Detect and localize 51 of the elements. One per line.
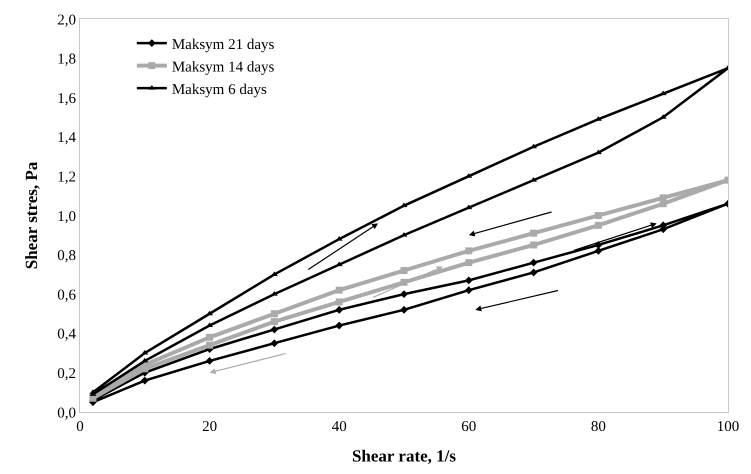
x-tick-label: 80: [590, 419, 606, 435]
point: [270, 326, 278, 334]
y-tick-label: 0,8: [57, 248, 76, 264]
point: [400, 290, 408, 298]
point: [140, 376, 149, 384]
point: [530, 258, 538, 267]
point: [335, 306, 344, 314]
y-axis-title: Shear stres, Pa: [22, 161, 41, 270]
point: [594, 246, 602, 255]
point: [594, 222, 602, 229]
point: [336, 298, 343, 306]
point: [206, 334, 214, 341]
x-tick-label: 100: [716, 419, 740, 435]
point: [400, 306, 408, 314]
y-tick-label: 2,0: [57, 12, 76, 28]
y-tick-label: 1,6: [57, 90, 76, 107]
y-tick-label: 0,2: [57, 366, 76, 382]
x-axis-title: Shear rate, 1/s: [352, 446, 456, 466]
point: [594, 212, 602, 219]
x-tick-label: 0: [76, 419, 84, 435]
point: [530, 268, 538, 276]
point: [270, 310, 278, 318]
point: [336, 286, 343, 294]
y-tick-label: 1,0: [57, 208, 76, 225]
legend-label: Maksym 14 days: [172, 59, 274, 76]
y-tick-label: 0,6: [57, 287, 76, 304]
y-tick-label: 1,2: [57, 169, 76, 186]
y-tick-label: 1,4: [57, 130, 76, 146]
legend-label: Maksym 21 days: [172, 36, 274, 53]
point: [530, 241, 538, 248]
legend-label: Maksym 6 days: [172, 82, 267, 98]
y-tick-label: 1,8: [57, 52, 76, 68]
x-tick-label: 60: [461, 419, 476, 435]
point: [206, 342, 214, 349]
point: [464, 276, 473, 284]
point: [530, 230, 538, 237]
point: [270, 318, 278, 326]
point: [335, 322, 344, 330]
point: [400, 232, 408, 237]
y-tick-label: 0,0: [57, 405, 76, 422]
point: [465, 259, 472, 266]
point: [400, 202, 408, 208]
x-tick-label: 20: [202, 419, 218, 435]
point: [270, 339, 278, 348]
point: [400, 267, 408, 274]
point: [465, 247, 472, 254]
point: [206, 357, 214, 365]
y-tick-label: 0,4: [57, 326, 76, 343]
x-tick-label: 40: [332, 419, 347, 435]
point: [660, 200, 667, 208]
point: [464, 286, 473, 294]
